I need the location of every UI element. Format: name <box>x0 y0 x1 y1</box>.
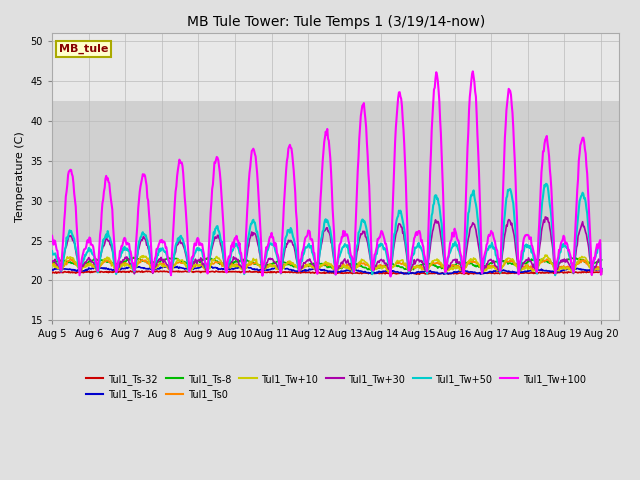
Tul1_Tw+10 <box>541 252 549 258</box>
Tul1_Tw+30 <box>191 259 198 264</box>
Line: Tul1_Ts0: Tul1_Ts0 <box>52 259 602 271</box>
Tul1_Tw+10 <box>286 258 294 264</box>
Tul1_Ts-16 <box>369 271 376 277</box>
Tul1_Ts-8 <box>168 255 175 261</box>
Tul1_Ts-32 <box>594 269 602 275</box>
Tul1_Tw+10 <box>526 266 534 272</box>
Tul1_Ts-16 <box>287 267 294 273</box>
Tul1_Ts-32 <box>287 269 294 275</box>
Tul1_Tw+100 <box>387 274 394 279</box>
Tul1_Ts-16 <box>594 267 602 273</box>
Bar <box>52 101 620 240</box>
Tul1_Ts-8 <box>594 260 602 265</box>
Tul1_Tw+30 <box>167 272 175 277</box>
Tul1_Ts-16 <box>168 263 175 269</box>
Line: Tul1_Tw+30: Tul1_Tw+30 <box>52 217 602 275</box>
Tul1_Ts-16 <box>466 269 474 275</box>
Tul1_Tw+100 <box>527 234 534 240</box>
Tul1_Tw+100 <box>286 142 294 148</box>
Tul1_Ts0 <box>593 265 601 271</box>
Tul1_Ts0 <box>598 266 605 272</box>
Tul1_Ts-16 <box>527 267 534 273</box>
Tul1_Tw+100 <box>594 245 602 251</box>
Tul1_Ts0 <box>67 256 74 262</box>
Tul1_Ts0 <box>465 261 473 266</box>
Tul1_Ts0 <box>48 261 56 266</box>
Tul1_Tw+30 <box>286 239 294 245</box>
Tul1_Tw+100 <box>167 272 175 278</box>
Tul1_Ts-32 <box>466 271 474 276</box>
Tul1_Tw+100 <box>48 233 56 239</box>
Tul1_Ts-32 <box>191 269 199 275</box>
Tul1_Tw+30 <box>598 271 605 277</box>
Tul1_Tw+30 <box>465 236 472 241</box>
Tul1_Ts0 <box>597 268 605 274</box>
Title: MB Tule Tower: Tule Temps 1 (3/19/14-now): MB Tule Tower: Tule Temps 1 (3/19/14-now… <box>186 15 484 29</box>
Tul1_Tw+10 <box>598 268 605 274</box>
Tul1_Ts-8 <box>367 267 375 273</box>
Tul1_Tw+50 <box>598 267 605 273</box>
Tul1_Tw+50 <box>286 230 294 236</box>
Tul1_Tw+50 <box>191 251 198 256</box>
Tul1_Tw+10 <box>191 261 198 267</box>
Tul1_Tw+50 <box>465 210 472 216</box>
Tul1_Tw+10 <box>594 267 602 273</box>
Tul1_Ts-8 <box>466 261 474 267</box>
Tul1_Ts-32 <box>415 271 423 277</box>
Tul1_Tw+30 <box>594 258 602 264</box>
Line: Tul1_Tw+100: Tul1_Tw+100 <box>52 72 602 276</box>
Tul1_Tw+50 <box>48 248 56 254</box>
Tul1_Tw+50 <box>594 244 602 250</box>
Tul1_Ts-32 <box>168 269 175 275</box>
Tul1_Ts0 <box>526 264 534 270</box>
Tul1_Ts-8 <box>130 254 138 260</box>
Tul1_Tw+10 <box>465 257 473 263</box>
Tul1_Ts-8 <box>48 261 56 267</box>
Line: Tul1_Tw+50: Tul1_Tw+50 <box>52 184 602 275</box>
Tul1_Ts-8 <box>287 263 294 268</box>
Tul1_Ts-16 <box>598 265 605 271</box>
Tul1_Tw+30 <box>541 214 549 220</box>
Tul1_Tw+50 <box>542 181 550 187</box>
Tul1_Tw+100 <box>598 267 605 273</box>
Tul1_Ts-8 <box>191 259 199 264</box>
Tul1_Tw+100 <box>465 107 473 113</box>
Tul1_Tw+50 <box>551 272 559 278</box>
Tul1_Ts-16 <box>48 267 56 273</box>
Line: Tul1_Ts-16: Tul1_Ts-16 <box>52 266 602 274</box>
Tul1_Tw+50 <box>167 269 175 275</box>
Text: MB_tule: MB_tule <box>59 44 108 54</box>
Tul1_Ts0 <box>287 261 294 267</box>
Tul1_Ts-16 <box>191 265 199 271</box>
Tul1_Tw+10 <box>332 270 339 276</box>
Tul1_Ts-32 <box>598 269 605 275</box>
Tul1_Tw+100 <box>191 240 198 246</box>
Line: Tul1_Ts-8: Tul1_Ts-8 <box>52 257 602 270</box>
Tul1_Tw+30 <box>525 256 533 262</box>
Line: Tul1_Ts-32: Tul1_Ts-32 <box>52 271 602 274</box>
Y-axis label: Temperature (C): Temperature (C) <box>15 132 25 222</box>
Legend: Tul1_Ts-32, Tul1_Ts-16, Tul1_Ts-8, Tul1_Ts0, Tul1_Tw+10, Tul1_Tw+30, Tul1_Tw+50,: Tul1_Ts-32, Tul1_Ts-16, Tul1_Ts-8, Tul1_… <box>82 370 589 404</box>
Tul1_Tw+30 <box>48 259 56 265</box>
Tul1_Ts-8 <box>527 257 534 263</box>
Tul1_Tw+10 <box>48 263 56 268</box>
Tul1_Tw+100 <box>469 69 477 74</box>
Tul1_Ts0 <box>168 265 175 271</box>
Tul1_Ts-8 <box>598 257 605 263</box>
Tul1_Ts-32 <box>48 270 56 276</box>
Tul1_Ts-32 <box>527 270 534 276</box>
Tul1_Tw+10 <box>167 269 175 275</box>
Tul1_Tw+30 <box>588 272 596 278</box>
Line: Tul1_Tw+10: Tul1_Tw+10 <box>52 255 602 273</box>
Tul1_Ts-32 <box>127 268 134 274</box>
Tul1_Ts0 <box>191 264 199 270</box>
Tul1_Ts-16 <box>165 263 173 269</box>
Tul1_Tw+50 <box>525 245 533 251</box>
